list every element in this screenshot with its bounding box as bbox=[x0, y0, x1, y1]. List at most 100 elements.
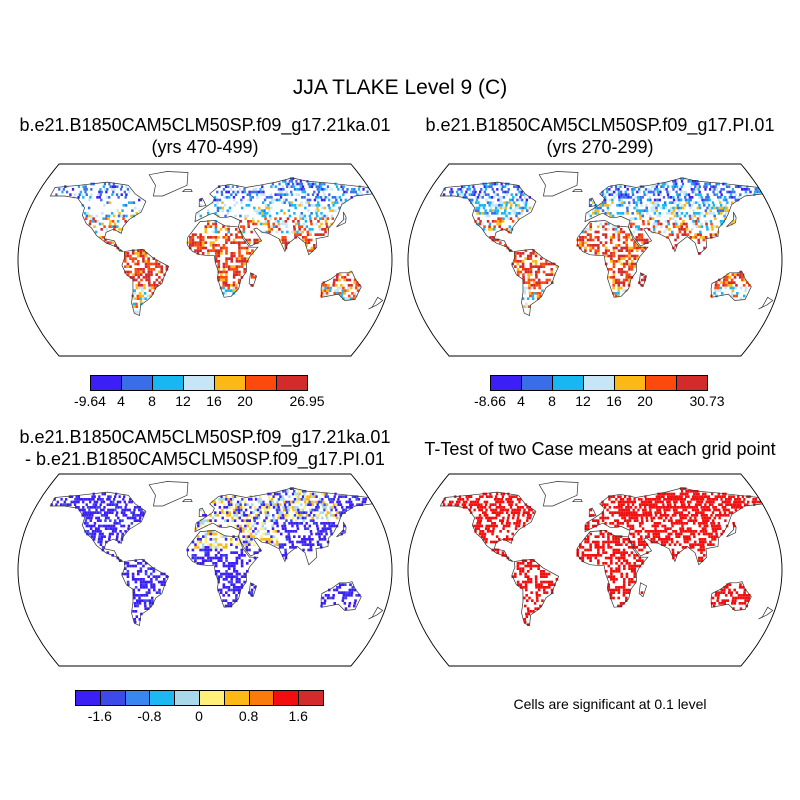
map-cell bbox=[259, 527, 262, 530]
map-cell bbox=[217, 236, 220, 239]
map-cell bbox=[244, 508, 248, 512]
map-cell bbox=[642, 508, 645, 512]
map-cell bbox=[269, 193, 273, 196]
map-cell bbox=[227, 567, 231, 570]
map-cell bbox=[251, 217, 255, 220]
map-cell bbox=[243, 500, 247, 504]
map-cell bbox=[235, 546, 238, 549]
map-cell bbox=[287, 530, 290, 533]
colorbar-tick-label: 16 bbox=[606, 393, 622, 409]
map-cell bbox=[733, 281, 736, 284]
map-cell bbox=[131, 209, 134, 212]
map-cell bbox=[287, 241, 290, 244]
map-cell bbox=[725, 281, 728, 284]
map-cell bbox=[513, 185, 516, 188]
map-cell bbox=[688, 230, 692, 234]
map-cell bbox=[148, 602, 152, 605]
map-cell bbox=[589, 246, 592, 250]
map-cell bbox=[235, 543, 238, 546]
map-cell bbox=[476, 506, 480, 509]
map-cell bbox=[681, 506, 684, 509]
map-cell bbox=[107, 214, 111, 218]
map-cell bbox=[142, 252, 145, 255]
map-cell bbox=[301, 185, 305, 188]
map-cell bbox=[695, 212, 698, 215]
map-cell bbox=[621, 522, 625, 525]
coastline-ic bbox=[571, 189, 583, 193]
map-cell bbox=[664, 204, 667, 207]
map-cell bbox=[255, 193, 259, 196]
map-cell bbox=[732, 596, 735, 600]
map-cell bbox=[589, 214, 593, 218]
map-cell bbox=[657, 495, 661, 498]
map-cell bbox=[145, 594, 149, 597]
map-cell bbox=[334, 209, 337, 212]
map-cell bbox=[237, 588, 241, 592]
map-cell bbox=[612, 551, 616, 554]
map-cell bbox=[617, 548, 621, 552]
map-cell bbox=[697, 220, 700, 223]
map-cell bbox=[132, 278, 136, 282]
map-cell bbox=[271, 492, 274, 496]
map-cell bbox=[262, 222, 265, 226]
map-cell bbox=[604, 540, 608, 544]
map-cell bbox=[509, 198, 512, 202]
map-cell bbox=[622, 284, 626, 287]
map-cell bbox=[485, 514, 489, 517]
map-cell bbox=[204, 246, 208, 250]
map-cell bbox=[674, 206, 678, 210]
map-cell bbox=[241, 190, 244, 194]
map-cell bbox=[703, 246, 706, 250]
map-cell bbox=[299, 233, 302, 236]
map-cell bbox=[532, 511, 535, 514]
map-cell bbox=[155, 591, 159, 594]
map-cell bbox=[689, 527, 692, 530]
map-cell bbox=[271, 500, 274, 504]
map-cell bbox=[663, 538, 666, 541]
map-cell bbox=[641, 212, 644, 215]
map-cell bbox=[118, 522, 121, 525]
map-cell bbox=[483, 532, 487, 536]
map-cell bbox=[275, 225, 278, 228]
map-cell bbox=[302, 511, 306, 514]
map-difference bbox=[17, 473, 393, 667]
map-cell bbox=[228, 206, 232, 210]
map-cell bbox=[733, 588, 736, 592]
map-cell bbox=[677, 535, 681, 538]
map-cell bbox=[484, 209, 487, 212]
map-cell bbox=[622, 278, 626, 282]
map-cell bbox=[747, 188, 751, 191]
map-cell bbox=[55, 193, 58, 196]
map-cell bbox=[713, 524, 716, 528]
map-cell bbox=[265, 540, 269, 544]
map-cell bbox=[259, 188, 262, 191]
map-cell bbox=[230, 572, 234, 576]
map-cell bbox=[201, 236, 205, 239]
map-cell bbox=[620, 193, 623, 196]
map-cell bbox=[676, 540, 679, 544]
map-cell bbox=[657, 220, 660, 223]
map-cell bbox=[529, 257, 533, 260]
map-cell bbox=[469, 190, 473, 194]
map-cell bbox=[288, 540, 292, 544]
map-cell bbox=[484, 182, 488, 186]
map-cell bbox=[63, 500, 66, 504]
map-cell bbox=[251, 196, 254, 199]
map-cell bbox=[484, 527, 488, 530]
map-cell bbox=[584, 548, 587, 552]
map-cell bbox=[288, 180, 291, 183]
map-cell bbox=[612, 580, 616, 584]
map-cell bbox=[730, 201, 734, 204]
map-cell bbox=[89, 196, 92, 199]
map-cell bbox=[138, 599, 142, 602]
map-cell bbox=[475, 498, 478, 501]
map-cell bbox=[133, 618, 137, 621]
map-cell bbox=[617, 570, 621, 573]
map-cell bbox=[649, 201, 652, 204]
map-cell bbox=[640, 228, 643, 231]
map-cell bbox=[132, 610, 135, 613]
map-cell bbox=[627, 193, 630, 196]
map-cell bbox=[232, 599, 235, 602]
map-cell bbox=[535, 273, 538, 276]
map-cell bbox=[243, 554, 246, 557]
